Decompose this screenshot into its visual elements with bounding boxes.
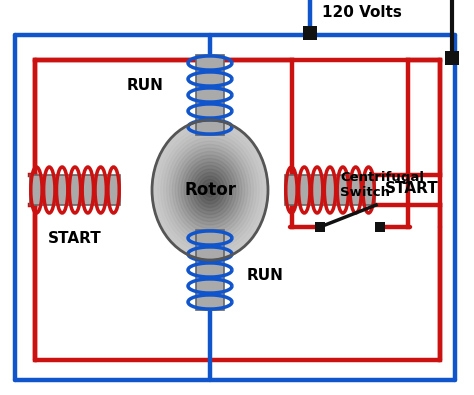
Ellipse shape — [204, 183, 216, 197]
Text: START: START — [48, 231, 102, 246]
Bar — [196, 55, 224, 135]
Ellipse shape — [190, 166, 230, 214]
Bar — [315, 222, 325, 232]
Ellipse shape — [201, 179, 219, 201]
Ellipse shape — [195, 173, 225, 207]
Ellipse shape — [199, 176, 222, 204]
Ellipse shape — [192, 169, 228, 211]
Text: 120 Volts: 120 Volts — [322, 4, 402, 19]
Text: RUN: RUN — [127, 77, 164, 92]
Bar — [142, 115, 278, 265]
Ellipse shape — [184, 158, 236, 222]
Ellipse shape — [152, 120, 268, 260]
Text: Centrifugal
Switch: Centrifugal Switch — [340, 171, 424, 199]
Bar — [375, 222, 385, 232]
Bar — [445, 51, 459, 65]
Bar — [30, 175, 120, 205]
Text: START: START — [385, 181, 439, 196]
Text: Rotor: Rotor — [184, 181, 236, 199]
Text: RUN: RUN — [246, 267, 283, 282]
Ellipse shape — [181, 155, 239, 225]
Ellipse shape — [187, 162, 233, 218]
Ellipse shape — [207, 186, 213, 194]
Ellipse shape — [178, 152, 242, 228]
Bar — [196, 230, 224, 310]
Bar — [285, 175, 375, 205]
Bar — [303, 26, 317, 40]
